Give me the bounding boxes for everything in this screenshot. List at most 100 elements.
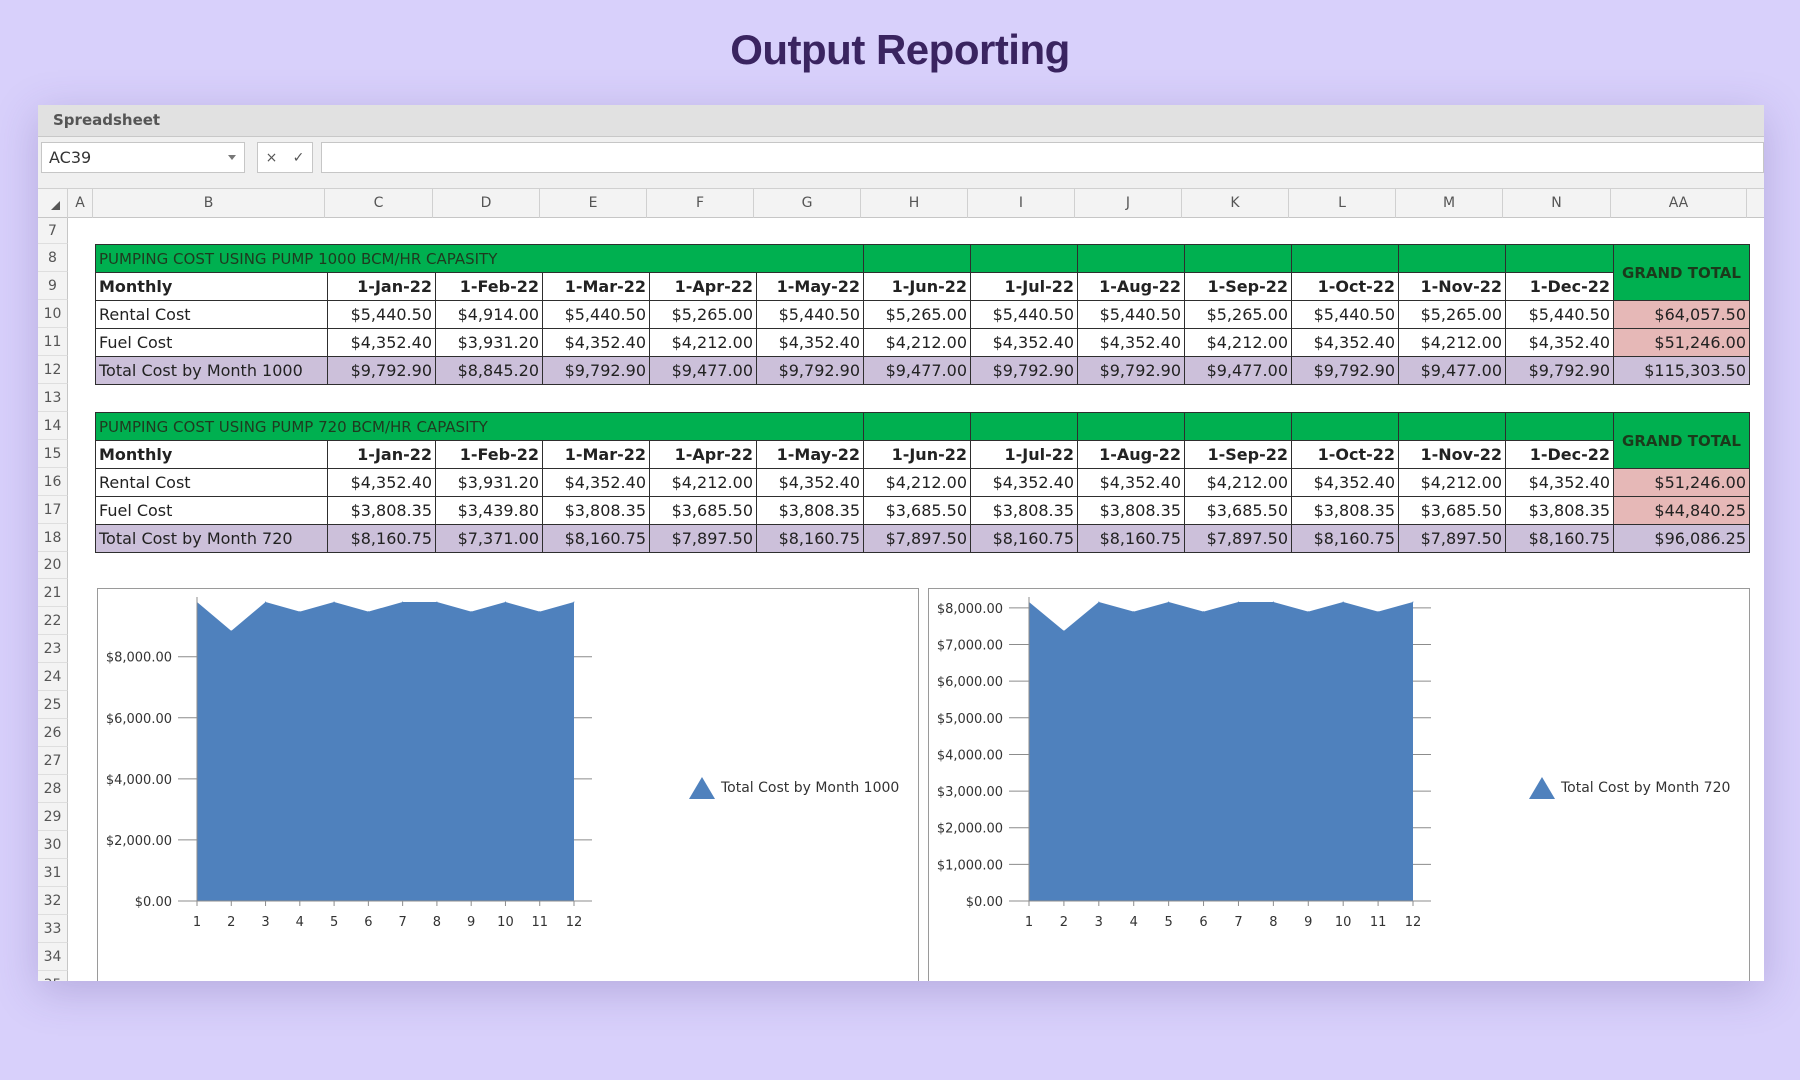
value-cell[interactable]: $5,265.00 <box>1398 300 1506 329</box>
column-header-c[interactable]: C <box>325 189 433 218</box>
month-header[interactable]: 1-Aug-22 <box>1077 272 1185 301</box>
column-header-aa[interactable]: AA <box>1611 189 1747 218</box>
row-header-16[interactable]: 16 <box>38 468 68 496</box>
column-header-e[interactable]: E <box>540 189 647 218</box>
column-header-f[interactable]: F <box>647 189 754 218</box>
value-cell[interactable]: $5,265.00 <box>863 300 971 329</box>
value-cell[interactable]: $4,352.40 <box>327 468 436 497</box>
value-cell[interactable]: $8,160.75 <box>756 524 864 553</box>
grand-total-cell[interactable]: $115,303.50 <box>1613 356 1750 385</box>
column-header-n[interactable]: N <box>1503 189 1611 218</box>
value-cell[interactable]: $8,845.20 <box>435 356 543 385</box>
column-header-l[interactable]: L <box>1289 189 1396 218</box>
value-cell[interactable]: $5,265.00 <box>649 300 757 329</box>
header-fill-cell[interactable] <box>1184 412 1292 441</box>
row-header-35[interactable]: 35 <box>38 971 68 981</box>
value-cell[interactable]: $9,792.90 <box>756 356 864 385</box>
grand-total-cell[interactable]: $44,840.25 <box>1613 496 1750 525</box>
month-header[interactable]: 1-May-22 <box>756 440 864 469</box>
header-fill-cell[interactable] <box>1077 244 1185 273</box>
row-header-18[interactable]: 18 <box>38 524 68 552</box>
header-fill-cell[interactable] <box>1291 244 1399 273</box>
value-cell[interactable]: $4,352.40 <box>542 468 650 497</box>
row-header-28[interactable]: 28 <box>38 775 68 803</box>
value-cell[interactable]: $4,352.40 <box>756 468 864 497</box>
value-cell[interactable]: $4,352.40 <box>970 468 1078 497</box>
month-header[interactable]: 1-Apr-22 <box>649 440 757 469</box>
month-header[interactable]: 1-Aug-22 <box>1077 440 1185 469</box>
value-cell[interactable]: $7,897.50 <box>649 524 757 553</box>
select-all-corner[interactable] <box>38 189 68 218</box>
row-header-31[interactable]: 31 <box>38 859 68 887</box>
value-cell[interactable]: $4,212.00 <box>1184 328 1292 357</box>
value-cell[interactable]: $4,212.00 <box>863 468 971 497</box>
header-fill-cell[interactable] <box>863 412 971 441</box>
value-cell[interactable]: $8,160.75 <box>542 524 650 553</box>
month-header[interactable]: 1-Sep-22 <box>1184 272 1292 301</box>
value-cell[interactable]: $8,160.75 <box>1505 524 1614 553</box>
header-fill-cell[interactable] <box>1505 412 1614 441</box>
row-header-25[interactable]: 25 <box>38 691 68 719</box>
value-cell[interactable]: $3,808.35 <box>1077 496 1185 525</box>
grand-total-cell[interactable]: $51,246.00 <box>1613 468 1750 497</box>
row-header-11[interactable]: 11 <box>38 328 68 356</box>
row-label[interactable]: Fuel Cost <box>95 496 328 525</box>
month-header[interactable]: 1-Nov-22 <box>1398 272 1506 301</box>
value-cell[interactable]: $4,352.40 <box>1077 328 1185 357</box>
value-cell[interactable]: $9,477.00 <box>649 356 757 385</box>
grand-total-cell[interactable]: $51,246.00 <box>1613 328 1750 357</box>
value-cell[interactable]: $5,440.50 <box>970 300 1078 329</box>
grand-total-header[interactable]: GRAND TOTAL <box>1613 244 1750 301</box>
row-header-20[interactable]: 20 <box>38 552 68 579</box>
chevron-down-icon[interactable] <box>228 155 236 160</box>
header-fill-cell[interactable] <box>1291 412 1399 441</box>
month-header[interactable]: 1-Dec-22 <box>1505 272 1614 301</box>
value-cell[interactable]: $8,160.75 <box>1291 524 1399 553</box>
header-fill-cell[interactable] <box>970 244 1078 273</box>
value-cell[interactable]: $9,792.90 <box>1505 356 1614 385</box>
month-header[interactable]: 1-Oct-22 <box>1291 440 1399 469</box>
value-cell[interactable]: $3,685.50 <box>649 496 757 525</box>
value-cell[interactable]: $4,352.40 <box>756 328 864 357</box>
row-header-8[interactable]: 8 <box>38 244 68 272</box>
value-cell[interactable]: $4,212.00 <box>863 328 971 357</box>
column-header-h[interactable]: H <box>861 189 968 218</box>
name-box[interactable]: AC39 <box>41 142 245 173</box>
value-cell[interactable]: $3,931.20 <box>435 468 543 497</box>
month-header[interactable]: 1-Jan-22 <box>327 272 436 301</box>
column-header-g[interactable]: G <box>754 189 861 218</box>
pump-720-area-chart[interactable]: $0.00 $1,000.00 $2,000.00 $3,000.00 $4,000.0… <box>928 588 1750 981</box>
value-cell[interactable]: $4,212.00 <box>649 328 757 357</box>
value-cell[interactable]: $4,212.00 <box>649 468 757 497</box>
value-cell[interactable]: $8,160.75 <box>1077 524 1185 553</box>
value-cell[interactable]: $8,160.75 <box>327 524 436 553</box>
row-header-17[interactable]: 17 <box>38 496 68 524</box>
row-header-10[interactable]: 10 <box>38 300 68 328</box>
value-cell[interactable]: $7,371.00 <box>435 524 543 553</box>
value-cell[interactable]: $3,808.35 <box>756 496 864 525</box>
row-label[interactable]: Rental Cost <box>95 300 328 329</box>
month-header[interactable]: 1-May-22 <box>756 272 864 301</box>
value-cell[interactable]: $3,685.50 <box>1184 496 1292 525</box>
header-fill-cell[interactable] <box>863 244 971 273</box>
value-cell[interactable]: $5,440.50 <box>327 300 436 329</box>
row-header-30[interactable]: 30 <box>38 831 68 859</box>
value-cell[interactable]: $4,212.00 <box>1398 328 1506 357</box>
month-header[interactable]: 1-Mar-22 <box>542 440 650 469</box>
value-cell[interactable]: $7,897.50 <box>1184 524 1292 553</box>
column-header-b[interactable]: B <box>93 189 325 218</box>
grand-total-cell[interactable]: $64,057.50 <box>1613 300 1750 329</box>
grand-total-cell[interactable]: $96,086.25 <box>1613 524 1750 553</box>
value-cell[interactable]: $5,440.50 <box>1505 300 1614 329</box>
value-cell[interactable]: $3,931.20 <box>435 328 543 357</box>
month-header[interactable]: 1-Feb-22 <box>435 440 543 469</box>
header-fill-cell[interactable] <box>1184 244 1292 273</box>
value-cell[interactable]: $3,808.35 <box>1505 496 1614 525</box>
monthly-header[interactable]: Monthly <box>95 272 328 301</box>
header-fill-cell[interactable] <box>970 412 1078 441</box>
month-header[interactable]: 1-Jun-22 <box>863 272 971 301</box>
month-header[interactable]: 1-Mar-22 <box>542 272 650 301</box>
row-label[interactable]: Rental Cost <box>95 468 328 497</box>
row-header-22[interactable]: 22 <box>38 607 68 635</box>
grand-total-header[interactable]: GRAND TOTAL <box>1613 412 1750 469</box>
